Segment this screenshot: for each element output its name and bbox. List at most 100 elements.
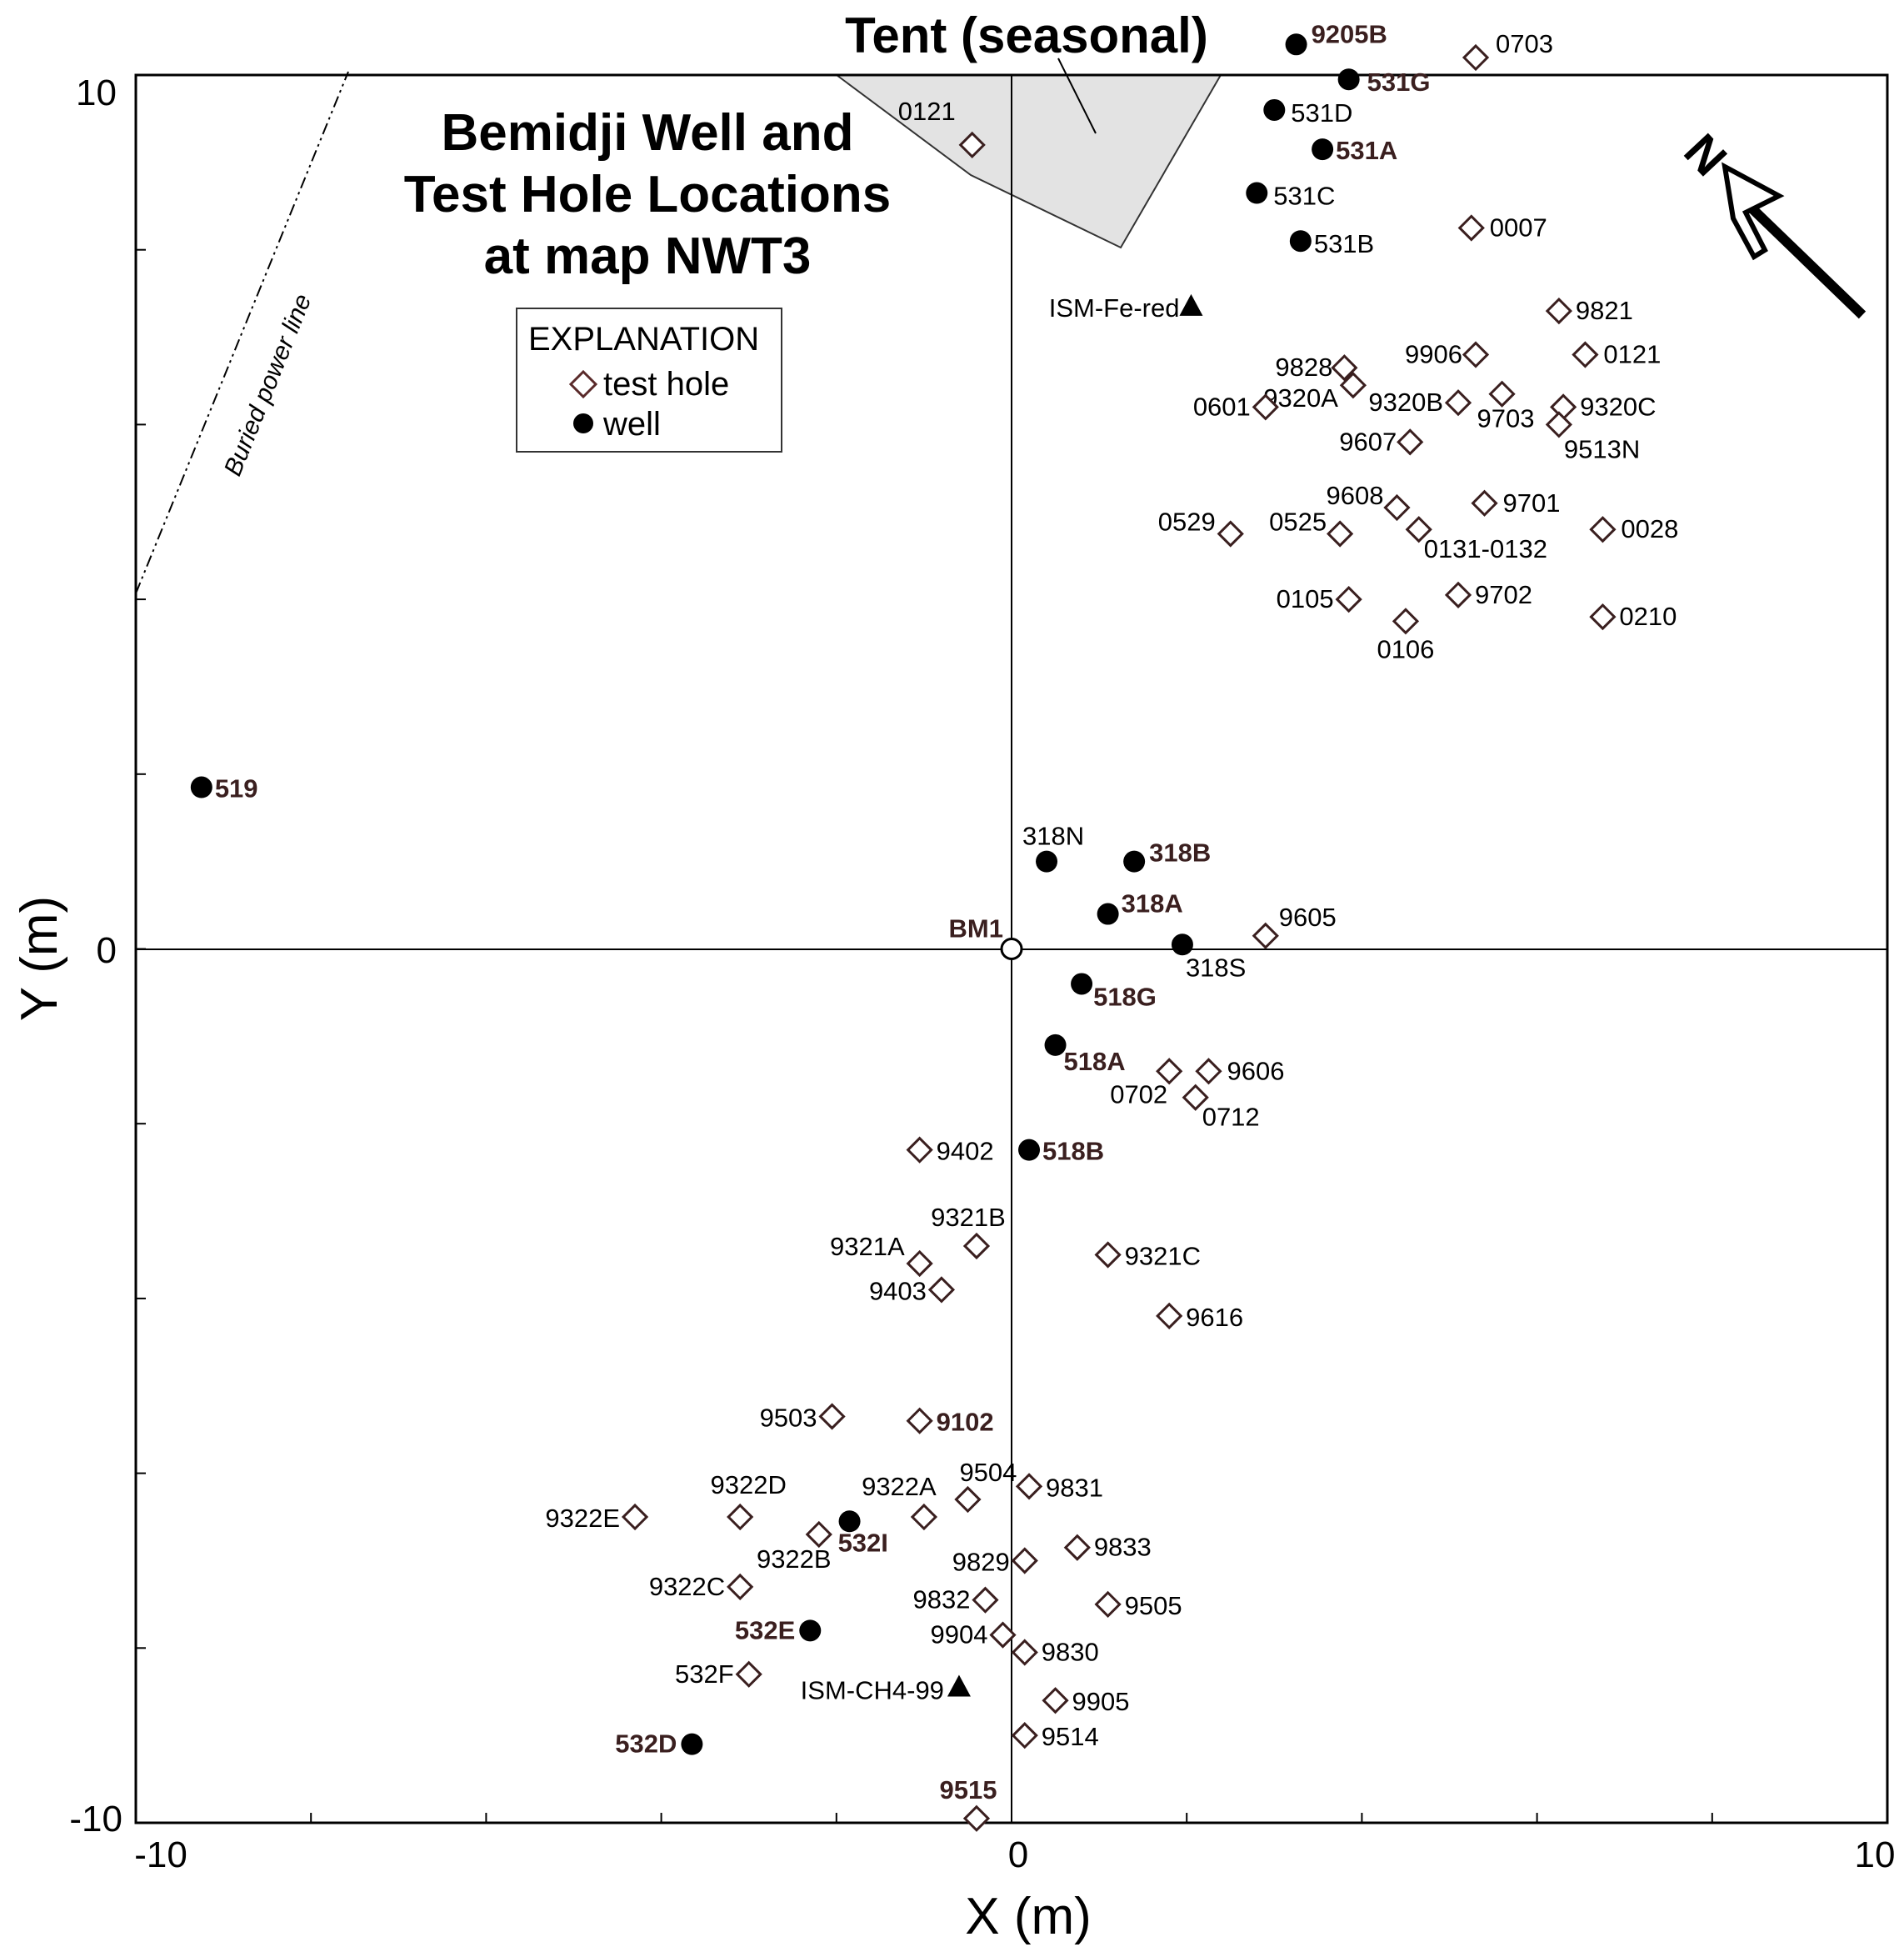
test-hole-label: 9102 bbox=[937, 1408, 994, 1437]
test-hole-marker bbox=[735, 1660, 762, 1688]
chart-title-line: at map NWT3 bbox=[484, 228, 812, 285]
test-hole-marker bbox=[1063, 1534, 1091, 1561]
test-hole-marker bbox=[1392, 608, 1420, 635]
tent-leader-line bbox=[1057, 58, 1097, 134]
north-arrow-shaft bbox=[1737, 194, 1867, 319]
test-hole-marker bbox=[906, 1136, 933, 1164]
test-hole-marker bbox=[1156, 1058, 1183, 1085]
test-hole-label: 9905 bbox=[1072, 1687, 1130, 1716]
ism-marker bbox=[1179, 293, 1203, 316]
test-hole-marker bbox=[1462, 341, 1490, 368]
test-hole-marker bbox=[927, 1276, 956, 1304]
chart-title-line: Test Hole Locations bbox=[404, 166, 892, 223]
test-hole-marker bbox=[1457, 214, 1485, 242]
test-hole-label: 9322C bbox=[649, 1572, 725, 1601]
legend-label-well: well bbox=[602, 406, 661, 443]
test-hole-label: 9321C bbox=[1125, 1241, 1201, 1270]
well-label: 318S bbox=[1186, 953, 1246, 982]
well-marker bbox=[1123, 850, 1146, 873]
test-hole-marker bbox=[962, 1232, 991, 1260]
test-hole-marker bbox=[1589, 603, 1617, 631]
test-hole-marker bbox=[1589, 516, 1617, 543]
test-hole-label: 9833 bbox=[1094, 1533, 1152, 1562]
test-hole-label: 0131-0132 bbox=[1424, 534, 1547, 563]
y-tick-label-min: -10 bbox=[69, 1799, 122, 1839]
test-hole-marker bbox=[1217, 520, 1244, 548]
test-hole-label: 0712 bbox=[1202, 1103, 1260, 1132]
test-hole-marker bbox=[1195, 1058, 1222, 1085]
test-hole-marker bbox=[1383, 493, 1411, 522]
legend-label-test-hole: test hole bbox=[603, 366, 729, 403]
test-hole-label: 9616 bbox=[1186, 1303, 1243, 1332]
test-hole-label: 9503 bbox=[760, 1403, 817, 1432]
test-hole-label: 9322D bbox=[711, 1470, 787, 1499]
legend-circle-icon bbox=[573, 413, 593, 433]
test-hole-label: 9322E bbox=[545, 1504, 620, 1533]
legend-diamond-icon bbox=[568, 369, 598, 399]
test-hole-marker bbox=[1444, 389, 1472, 417]
ism-marker bbox=[947, 1674, 971, 1697]
test-hole-marker bbox=[818, 1403, 846, 1430]
test-hole-label: 9703 bbox=[1477, 404, 1535, 433]
ism-label: ISM-CH4-99 bbox=[801, 1675, 944, 1704]
test-hole-marker bbox=[1444, 581, 1472, 608]
well-marker bbox=[1171, 933, 1193, 956]
test-hole-label: 0028 bbox=[1621, 514, 1678, 543]
test-hole-marker bbox=[906, 1407, 933, 1434]
chart-title: Bemidji Well and Test Hole Locations at ma… bbox=[404, 104, 892, 285]
legend-box bbox=[516, 308, 782, 453]
well-marker bbox=[799, 1619, 822, 1642]
well-label: 532E bbox=[735, 1615, 795, 1644]
well-label: 519 bbox=[215, 774, 258, 803]
test-hole-marker bbox=[1397, 428, 1424, 456]
well-marker bbox=[1285, 33, 1307, 56]
test-hole-label: 9906 bbox=[1405, 340, 1462, 369]
test-hole-label: 0106 bbox=[1377, 634, 1434, 663]
benchmark-marker bbox=[1000, 938, 1023, 960]
test-hole-label: 9514 bbox=[1042, 1722, 1099, 1751]
test-hole-marker bbox=[1335, 585, 1362, 613]
test-hole-label: 9828 bbox=[1275, 353, 1332, 382]
well-label: 532D bbox=[615, 1729, 677, 1759]
test-hole-marker bbox=[1252, 393, 1279, 421]
test-hole-marker bbox=[1094, 1590, 1122, 1619]
well-marker bbox=[1263, 98, 1286, 121]
test-hole-marker bbox=[805, 1520, 832, 1549]
well-marker bbox=[681, 1733, 703, 1755]
test-hole-label: 0121 bbox=[1603, 340, 1661, 369]
test-hole-label: 9513N bbox=[1564, 434, 1640, 463]
test-hole-label: 0007 bbox=[1490, 213, 1547, 242]
well-label: 318A bbox=[1122, 889, 1183, 918]
test-hole-marker bbox=[1011, 1547, 1038, 1574]
test-hole-marker bbox=[1405, 516, 1432, 543]
test-hole-marker bbox=[1488, 380, 1516, 408]
test-hole-label: 9829 bbox=[952, 1547, 1010, 1576]
well-marker bbox=[838, 1510, 861, 1533]
test-hole-label: 0529 bbox=[1158, 507, 1216, 536]
y-tick-label-zero: 0 bbox=[97, 930, 117, 971]
test-hole-label: 9821 bbox=[1576, 296, 1633, 325]
test-hole-label: 9320C bbox=[1580, 392, 1656, 421]
well-marker bbox=[1071, 973, 1093, 995]
well-marker bbox=[1018, 1139, 1041, 1161]
well-label: 318B bbox=[1149, 838, 1211, 868]
test-hole-label: 9505 bbox=[1125, 1591, 1182, 1620]
chart-title-line: Bemidji Well and bbox=[442, 104, 854, 162]
test-hole-marker bbox=[1156, 1302, 1183, 1329]
test-hole-label: 9403 bbox=[869, 1276, 927, 1305]
well-marker bbox=[1312, 138, 1334, 161]
test-hole-marker bbox=[1094, 1241, 1122, 1269]
test-hole-label: 0105 bbox=[1277, 584, 1334, 613]
test-hole-marker bbox=[1545, 411, 1573, 438]
test-hole-label: 9322A bbox=[862, 1472, 937, 1501]
x-axis-title: X (m) bbox=[965, 1888, 1092, 1945]
test-hole-marker bbox=[1572, 341, 1599, 368]
axis-ticks bbox=[135, 74, 1888, 1824]
test-hole-marker bbox=[1462, 43, 1490, 72]
well-label: 531A bbox=[1336, 136, 1397, 165]
legend: EXPLANATION test hole well bbox=[516, 308, 782, 453]
test-hole-label: 9701 bbox=[1503, 488, 1561, 518]
